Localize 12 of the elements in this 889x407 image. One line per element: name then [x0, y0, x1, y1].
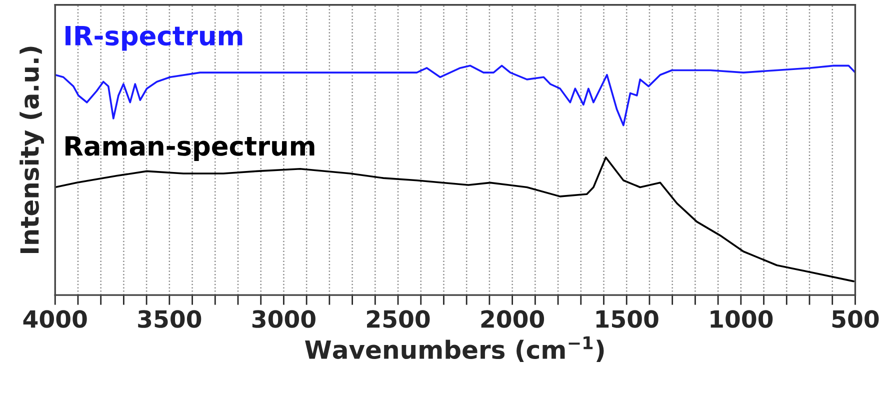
x-tick-label: 500 [832, 310, 879, 328]
x-tick-label: 1500 [596, 310, 658, 328]
x-tick-label: 3500 [138, 310, 202, 328]
y-axis-title: Intensity (a.u.) [20, 46, 44, 254]
x-tick-label: 1000 [710, 310, 773, 328]
x-tick-label: 3000 [252, 310, 316, 328]
series-label: IR-spectrum [66, 26, 242, 51]
x-tick-label: 2500 [367, 310, 430, 328]
x-axis-title: Wavenumbers (cm$^{−1}$) [305, 336, 604, 362]
x-tick-label: 4000 [23, 310, 87, 328]
series-label: Raman-spectrum [66, 136, 314, 162]
x-tick-label: 2000 [481, 310, 544, 328]
